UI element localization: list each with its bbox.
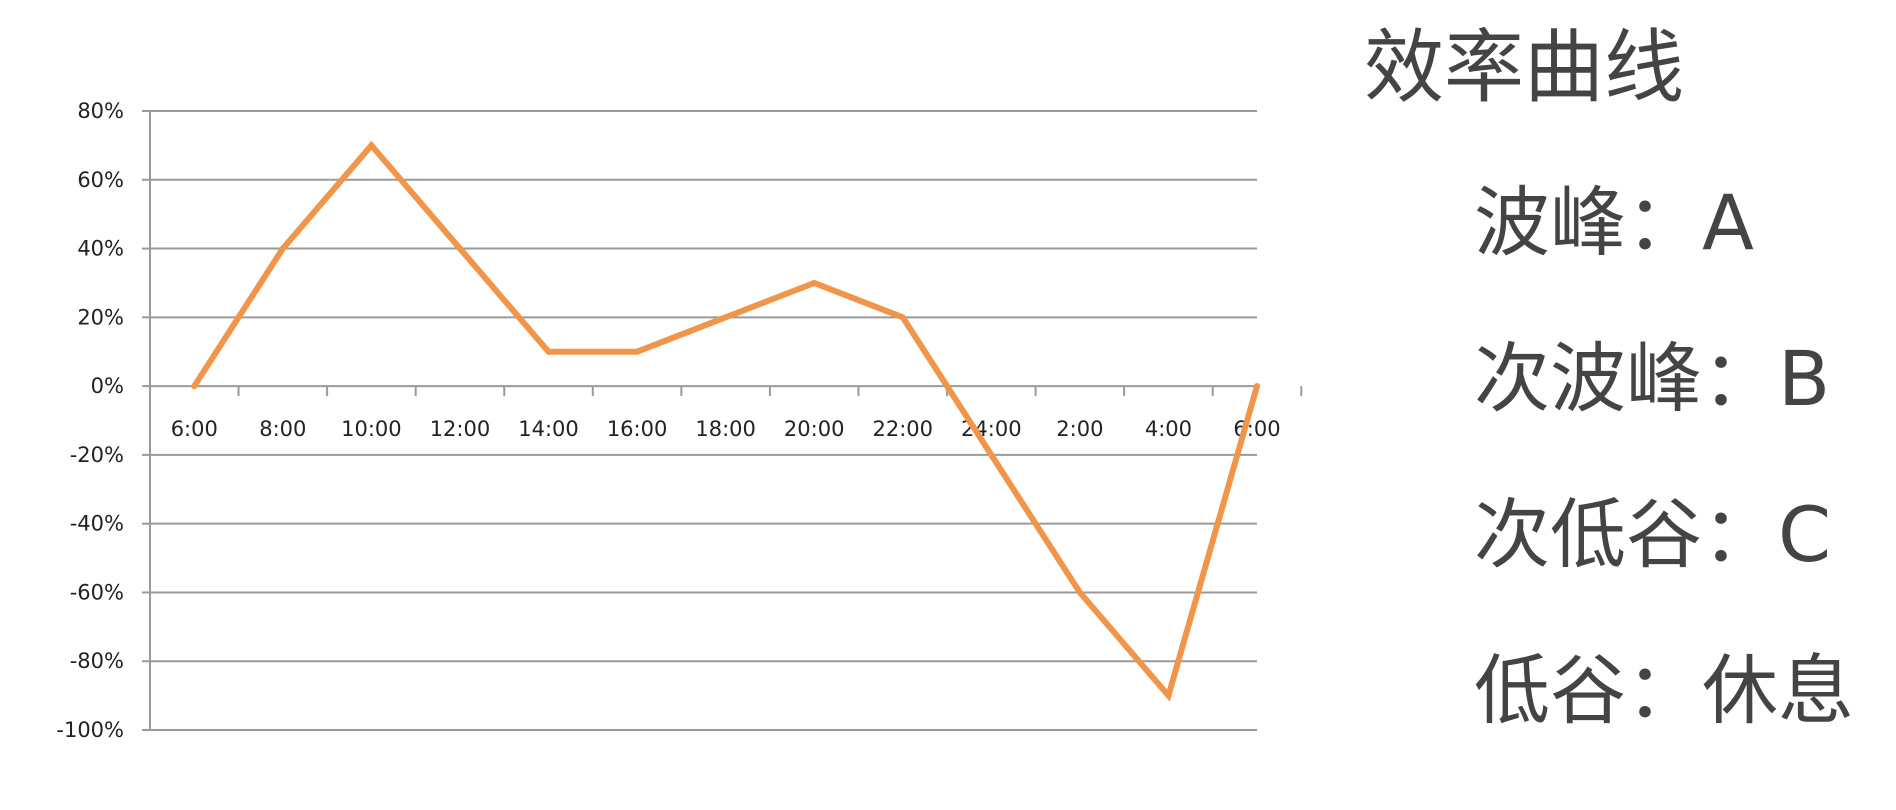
data-point: [368, 142, 375, 149]
data-point: [1165, 692, 1172, 699]
legend-item-sub-peak: 次波峰：B: [1474, 334, 1831, 423]
legend-item-trough: 低谷：休息: [1474, 646, 1854, 735]
data-point: [899, 314, 906, 321]
y-tick-label: 20%: [77, 305, 124, 329]
data-point: [1254, 383, 1260, 390]
y-tick-label: 0%: [91, 374, 124, 398]
y-tick-label: -20%: [70, 443, 124, 467]
y-tick-label: 80%: [77, 99, 124, 123]
data-point: [722, 314, 729, 321]
efficiency-line: [191, 140, 1260, 702]
x-tick-label: 6:00: [171, 417, 218, 441]
data-point: [191, 383, 198, 390]
y-tick-label: 40%: [77, 237, 124, 261]
efficiency-chart: 80% 60% 40% 20% 0% -20% -40% -60% -80% -100% 6:00 8…: [56, 99, 1303, 742]
x-tick-label: 16:00: [607, 417, 668, 441]
legend-item-sub-trough: 次低谷：C: [1474, 490, 1832, 579]
x-tick-label: 8:00: [259, 417, 306, 441]
x-tick-label: 2:00: [1056, 417, 1103, 441]
data-point: [279, 245, 286, 252]
data-point: [811, 279, 818, 286]
x-tick-label: 22:00: [872, 417, 933, 441]
side-panel: 效率曲线 波峰：A 次波峰：B 次低谷：C 低谷：休息: [1340, 0, 1880, 810]
data-point: [545, 348, 552, 355]
y-tick-label: -40%: [70, 512, 124, 536]
x-tick-label: 4:00: [1145, 417, 1192, 441]
x-tick-label: 12:00: [430, 417, 491, 441]
y-tick-label: -100%: [56, 718, 124, 742]
x-tick-label: 18:00: [695, 417, 756, 441]
x-tick-label: 20:00: [784, 417, 845, 441]
y-tick-label: -60%: [70, 580, 124, 604]
x-tick-label: 10:00: [341, 417, 402, 441]
x-tick-label: 14:00: [518, 417, 579, 441]
data-point: [456, 245, 463, 252]
legend-item-peak: 波峰：A: [1474, 178, 1754, 267]
y-tick-label: 60%: [77, 168, 124, 192]
y-tick-label: -80%: [70, 649, 124, 673]
data-point: [1076, 589, 1083, 596]
side-heading: 效率曲线: [1364, 21, 1684, 114]
data-point: [634, 348, 641, 355]
